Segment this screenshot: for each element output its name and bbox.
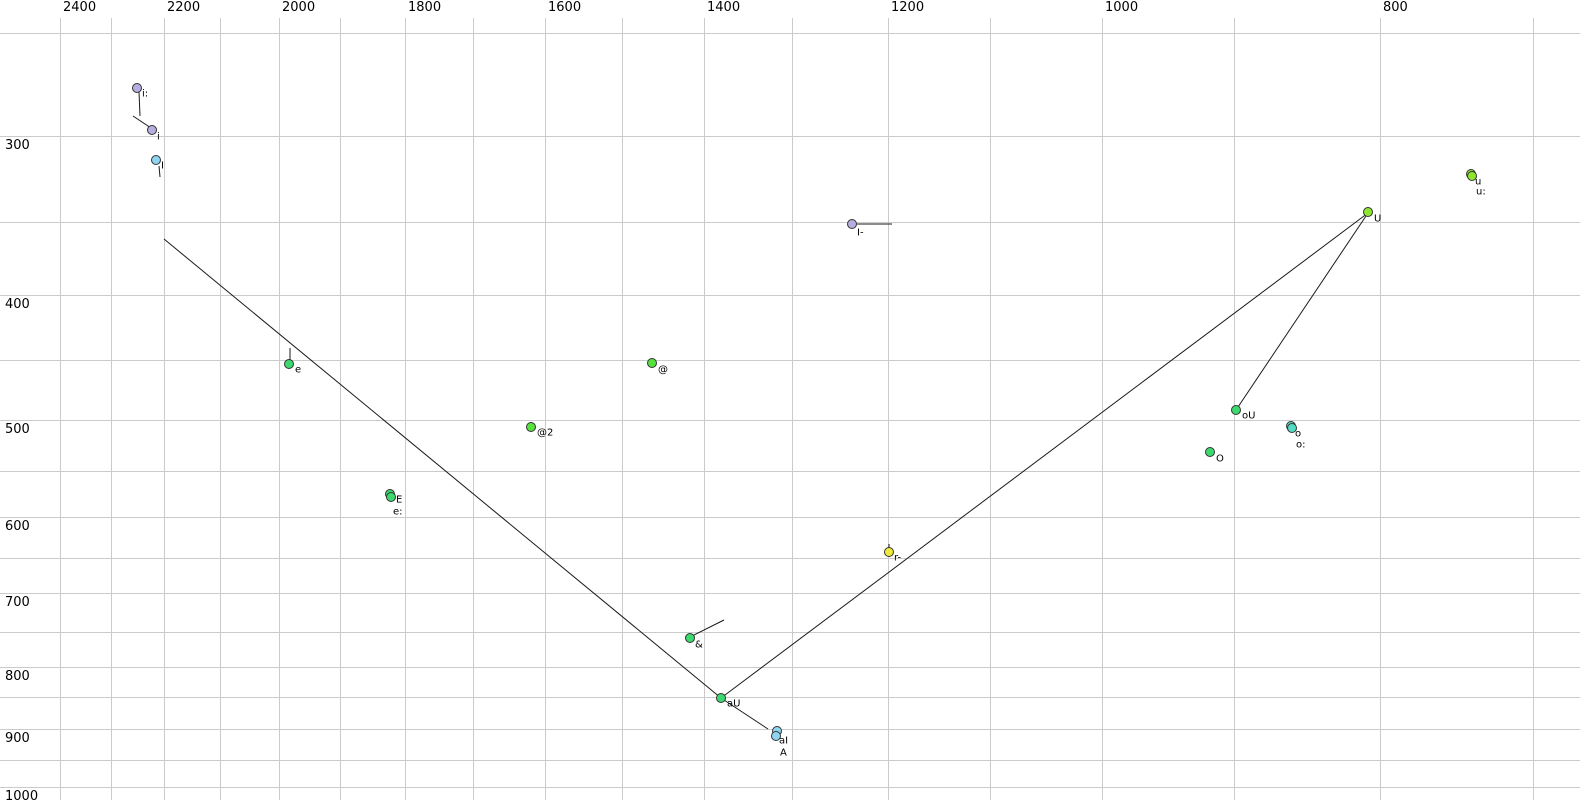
data-point [1363,207,1373,217]
point-label: oU [1242,410,1255,421]
x-tick-label: 1000 [1105,0,1138,15]
data-point [771,731,781,741]
y-tick-label: 700 [5,595,30,610]
point-label: u: [1476,186,1486,197]
data-point [151,155,161,165]
trajectory-line [720,212,1369,699]
data-point [1231,405,1241,415]
point-label: & [695,639,703,650]
data-point [685,633,695,643]
point-label: A [780,747,787,758]
point-label: aI [779,735,788,746]
point-label: I [161,160,164,171]
trajectory-line [1235,212,1369,411]
point-label: u [1475,176,1481,187]
formant-vector [158,165,161,178]
data-point [132,83,142,93]
data-point [647,358,657,368]
data-point [526,422,536,432]
y-tick-label: 900 [5,731,30,746]
point-label: U [1374,213,1381,224]
x-tick-label: 1400 [707,0,740,15]
data-point [716,693,726,703]
y-tick-label: 400 [5,297,30,312]
y-tick-label: 300 [5,138,30,153]
formant-vector [138,91,141,117]
point-label: i [157,131,160,142]
tick-label-layer: 2400 2200 2000 1800 1600 1400 1200 1000 800 300 40… [5,0,1408,800]
point-label: @2 [537,427,553,438]
y-tick-label: 1000 [5,789,38,800]
formant-vector [132,115,152,129]
point-label: e: [393,506,403,517]
point-label: r- [894,552,901,563]
data-point [884,547,894,557]
point-label: e [295,364,301,375]
point-label: i: [142,88,148,99]
trajectory-layer [132,91,1369,730]
x-tick-label: 1200 [891,0,924,15]
data-point [1287,423,1297,433]
y-tick-label: 800 [5,669,30,684]
gridline-layer [0,18,1580,800]
data-point [847,219,857,229]
point-label: o: [1296,439,1306,450]
y-tick-label: 500 [5,422,30,437]
data-point [147,125,157,135]
formant-vector [689,619,725,638]
point-label: E [396,494,402,505]
x-tick-label: 2200 [167,0,200,15]
trajectory-line [163,238,722,699]
point-label: @ [658,364,668,375]
data-point [284,359,294,369]
data-point [1205,447,1215,457]
x-tick-label: 800 [1383,0,1408,15]
point-label: o [1295,428,1301,439]
x-tick-label: 2400 [63,0,96,15]
x-tick-label: 1800 [408,0,441,15]
point-label: O [1216,453,1224,464]
point-label: aU [727,698,740,709]
point-label: I- [857,227,864,238]
data-point [386,492,396,502]
y-tick-label: 600 [5,519,30,534]
trajectory-line [720,697,769,730]
x-tick-label: 2000 [282,0,315,15]
x-tick-label: 1600 [548,0,581,15]
data-point [1467,171,1477,181]
